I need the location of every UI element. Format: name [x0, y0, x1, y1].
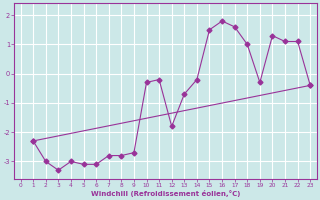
X-axis label: Windchill (Refroidissement éolien,°C): Windchill (Refroidissement éolien,°C) [91, 190, 240, 197]
